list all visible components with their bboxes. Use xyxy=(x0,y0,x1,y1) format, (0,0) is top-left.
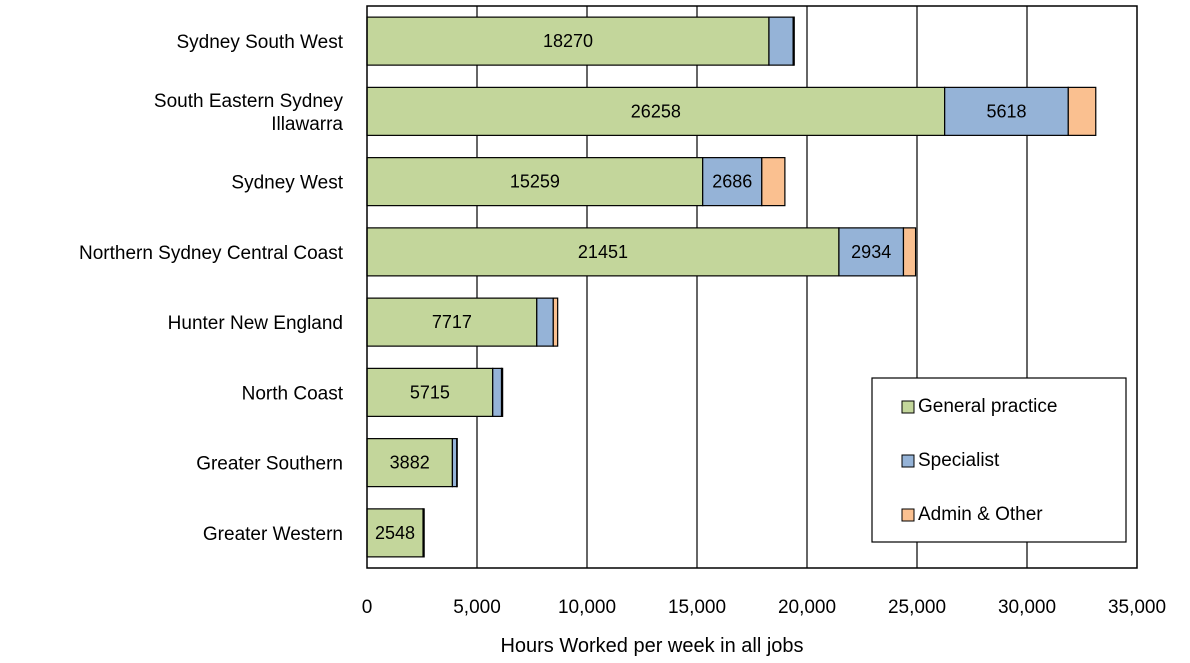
legend-entry: Specialist xyxy=(918,450,1000,471)
bar-segment-specialist xyxy=(768,16,794,66)
bar-segment-admin-other xyxy=(552,297,559,347)
category-labels: Sydney South West South Eastern SydneyIll… xyxy=(79,32,344,545)
bar-segment-admin-other xyxy=(792,16,795,66)
bar-segment-admin-other xyxy=(761,157,786,207)
category-label: Greater Southern xyxy=(196,454,343,475)
bar-data-label: 18270 xyxy=(543,31,593,51)
category-label: Sydney South West xyxy=(176,32,343,53)
x-tick-label: 10,000 xyxy=(558,597,616,618)
x-tick-label: 0 xyxy=(362,597,373,618)
x-tick-label: 35,000 xyxy=(1108,597,1166,618)
bar-segment-admin-other xyxy=(500,367,504,417)
bar-data-label: 5715 xyxy=(410,382,450,402)
category-label: Greater Western xyxy=(203,524,343,545)
bar-data-label: 26258 xyxy=(631,101,681,121)
legend-entry: General practice xyxy=(918,396,1057,417)
legend-swatch xyxy=(901,508,915,522)
x-tick-label: 5,000 xyxy=(453,597,501,618)
bar-segment-general-practice xyxy=(366,227,840,277)
x-axis-title: Hours Worked per week in all jobs xyxy=(500,635,803,657)
bar-data-label: 2548 xyxy=(375,523,415,543)
bar-segment-general-practice xyxy=(366,86,946,136)
legend-entry: Admin & Other xyxy=(918,504,1043,525)
category-label: Illawarra xyxy=(271,114,343,135)
plot-area-frame xyxy=(366,5,1138,569)
x-tick-label: 25,000 xyxy=(888,597,946,618)
legend-swatch xyxy=(901,400,915,414)
bar-segment-specialist xyxy=(536,297,554,347)
category-label: Hunter New England xyxy=(168,313,343,334)
legend-swatch xyxy=(901,454,915,468)
category-label: Sydney West xyxy=(231,173,343,194)
bar-data-label: 2934 xyxy=(851,242,891,262)
bar-segment-admin-other xyxy=(902,227,917,277)
bar-segment-admin-other xyxy=(1067,86,1097,136)
bar-segment-general-practice xyxy=(366,16,770,66)
category-label: North Coast xyxy=(242,383,344,404)
bar-segment-specialist xyxy=(422,508,425,558)
bar-segment-general-practice xyxy=(366,297,538,347)
bar-segment-general-practice xyxy=(366,508,424,558)
bar-segment-specialist xyxy=(492,367,503,417)
legend: General practice Specialist Admin & Other xyxy=(871,377,1127,543)
bar-segment-specialist xyxy=(944,86,1069,136)
bar-segment-general-practice xyxy=(366,367,494,417)
bar-data-label: 2686 xyxy=(712,172,752,192)
bar-segment-specialist xyxy=(702,157,763,207)
bar-segment-specialist xyxy=(838,227,905,277)
bar-data-label: 21451 xyxy=(578,242,628,262)
x-tick-label: 15,000 xyxy=(668,597,726,618)
category-label: Northern Sydney Central Coast xyxy=(79,243,344,264)
bar-data-label: 7717 xyxy=(432,312,472,332)
bar-segment-specialist xyxy=(451,438,458,488)
x-tick-labels: 0 5,000 10,000 15,000 20,000 25,000 30,000 35,0… xyxy=(362,597,1166,618)
bars: 18270 26258 5618 15259 2686 21451 2934 7717 5715… xyxy=(366,16,1097,558)
bar-data-label: 15259 xyxy=(510,172,560,192)
x-tick-label: 20,000 xyxy=(778,597,836,618)
category-label: South Eastern Sydney xyxy=(154,91,344,112)
x-tick-label: 30,000 xyxy=(998,597,1056,618)
bar-data-label: 3882 xyxy=(390,453,430,473)
bar-data-label: 5618 xyxy=(986,101,1026,121)
